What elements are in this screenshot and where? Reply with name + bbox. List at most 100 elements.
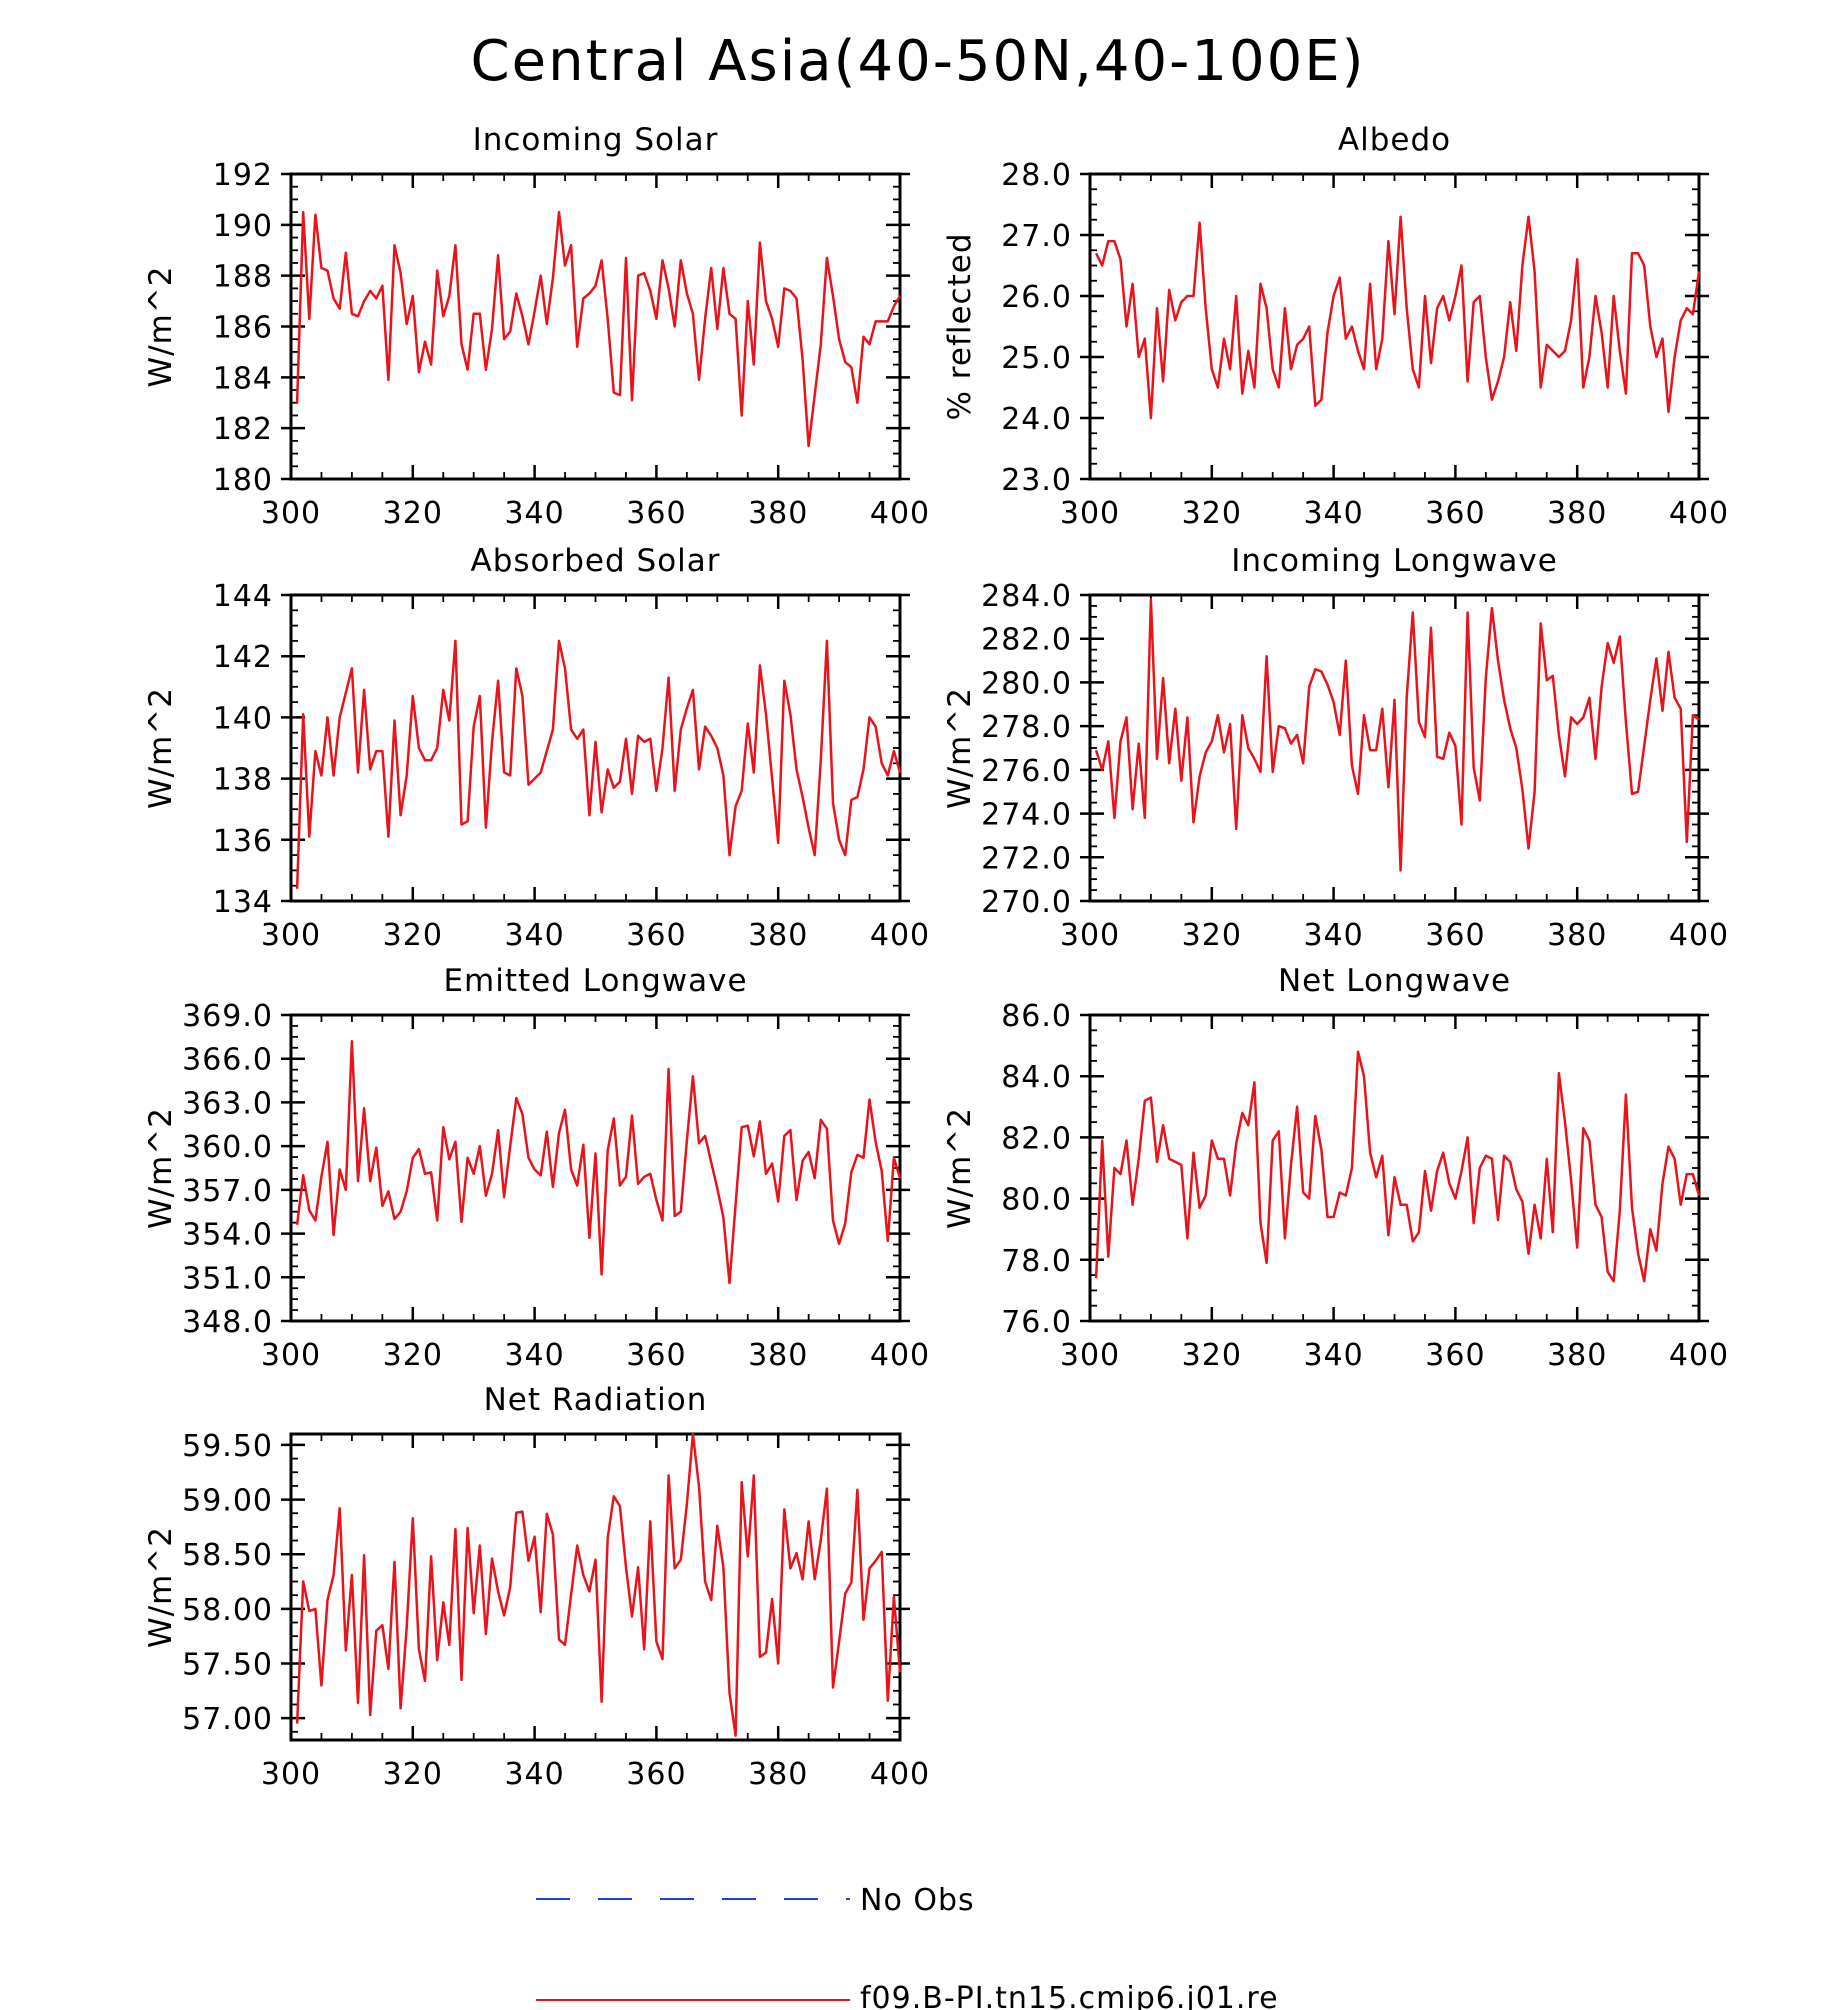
- chart-panel: Net Radiation W/m^2 300 320 340 360 380 400 57.0…: [143, 1382, 929, 1792]
- y-tick-label: 59.00: [182, 1484, 273, 1519]
- x-tick-label: 380: [748, 1757, 808, 1792]
- x-tick-label: 340: [504, 496, 564, 531]
- series-line: [1094, 1050, 1701, 1283]
- y-tick-label: 188: [213, 260, 273, 295]
- x-tick-label: 360: [1425, 918, 1485, 953]
- y-tick-label: 360.0: [182, 1130, 273, 1165]
- chart-panel: Emitted Longwave W/m^2 300 320 340 360 380 400 3…: [143, 963, 930, 1373]
- x-tick-label: 340: [1303, 496, 1363, 531]
- chart-panel: Albedo % reflected 300 320 340 360 380 400 23.0 2…: [942, 122, 1729, 531]
- y-tick-label: 23.0: [1001, 463, 1072, 498]
- x-tick-label: 380: [748, 918, 808, 953]
- y-tick-label: 140: [213, 701, 273, 736]
- x-tick-label: 300: [261, 1757, 321, 1792]
- series-line: [1094, 215, 1701, 420]
- legend-label-no-obs: No Obs: [860, 1883, 975, 1918]
- x-tick-label: 380: [748, 1338, 808, 1373]
- chart-panel: Incoming Solar W/m^2 300 320 340 360 380 400 180…: [143, 122, 930, 531]
- chart-title: Incoming Solar: [473, 122, 719, 158]
- x-tick-label: 300: [1060, 918, 1120, 953]
- y-tick-label: 82.0: [1001, 1121, 1072, 1156]
- series-line: [295, 639, 902, 889]
- y-tick-label: 274.0: [981, 798, 1072, 833]
- y-tick-label: 366.0: [182, 1043, 273, 1078]
- y-tick-label: 190: [213, 209, 273, 244]
- y-axis-label: W/m^2: [143, 1107, 179, 1229]
- chart-title: Emitted Longwave: [443, 963, 747, 999]
- y-tick-label: 192: [213, 158, 273, 193]
- y-tick-label: 134: [213, 885, 273, 920]
- y-tick-label: 354.0: [182, 1218, 273, 1253]
- chart-title: Albedo: [1338, 122, 1451, 158]
- y-tick-label: 186: [213, 311, 273, 346]
- y-tick-label: 57.00: [182, 1702, 273, 1737]
- y-tick-label: 272.0: [981, 841, 1072, 876]
- y-tick-label: 348.0: [182, 1305, 273, 1340]
- x-tick-label: 320: [383, 1338, 443, 1373]
- x-tick-label: 400: [1669, 918, 1729, 953]
- chart-panel: Net Longwave W/m^2 300 320 340 360 380 400 76.0 7…: [942, 963, 1729, 1373]
- y-tick-label: 25.0: [1001, 341, 1072, 376]
- panels: Incoming Solar W/m^2 300 320 340 360 380 400 180…: [143, 122, 1729, 1792]
- x-tick-label: 400: [870, 1338, 930, 1373]
- y-tick-label: 357.0: [182, 1174, 273, 1209]
- x-tick-label: 400: [1669, 1338, 1729, 1373]
- y-tick-label: 138: [213, 763, 273, 798]
- x-tick-label: 360: [626, 918, 686, 953]
- chart-panel: Incoming Longwave W/m^2 300 320 340 360 380 400…: [942, 543, 1729, 953]
- x-tick-label: 320: [1182, 496, 1242, 531]
- y-tick-label: 284.0: [981, 579, 1072, 614]
- x-tick-label: 340: [504, 1757, 564, 1792]
- chart-title: Absorbed Solar: [470, 543, 720, 579]
- x-tick-label: 400: [870, 496, 930, 531]
- x-tick-label: 300: [1060, 1338, 1120, 1373]
- legend: No Obs f09.B-PI.tn15.cmip6.j01.re: [536, 1883, 1279, 2010]
- chart-title: Net Longwave: [1278, 963, 1511, 999]
- chart-title: Net Radiation: [484, 1382, 708, 1418]
- y-axis-label: W/m^2: [143, 266, 179, 388]
- figure-title: Central Asia(40-50N,40-100E): [471, 29, 1366, 94]
- plot-frame: [1088, 593, 1701, 903]
- series-line: [295, 1432, 902, 1737]
- x-tick-label: 360: [626, 1338, 686, 1373]
- y-tick-label: 28.0: [1001, 158, 1072, 193]
- y-tick-label: 80.0: [1001, 1183, 1072, 1218]
- series-line: [295, 1039, 902, 1285]
- chart-title: Incoming Longwave: [1231, 543, 1558, 579]
- x-tick-label: 380: [1547, 1338, 1607, 1373]
- x-tick-label: 360: [626, 496, 686, 531]
- x-tick-label: 300: [1060, 496, 1120, 531]
- y-tick-label: 26.0: [1001, 280, 1072, 315]
- y-tick-label: 351.0: [182, 1261, 273, 1296]
- x-tick-label: 400: [870, 918, 930, 953]
- x-tick-label: 320: [1182, 918, 1242, 953]
- x-tick-label: 320: [383, 918, 443, 953]
- x-tick-label: 320: [383, 1757, 443, 1792]
- x-tick-label: 340: [1303, 918, 1363, 953]
- y-tick-label: 270.0: [981, 885, 1072, 920]
- y-axis-label: % reflected: [942, 233, 978, 421]
- y-tick-label: 276.0: [981, 754, 1072, 789]
- plot-frame: [1088, 172, 1701, 481]
- x-tick-label: 380: [1547, 918, 1607, 953]
- x-tick-label: 360: [626, 1757, 686, 1792]
- y-tick-label: 280.0: [981, 666, 1072, 701]
- x-tick-label: 400: [1669, 496, 1729, 531]
- series-line: [1094, 598, 1700, 872]
- y-tick-label: 182: [213, 412, 273, 447]
- x-tick-label: 340: [504, 1338, 564, 1373]
- legend-label-series: f09.B-PI.tn15.cmip6.j01.re: [860, 1981, 1279, 2010]
- y-tick-label: 27.0: [1001, 219, 1072, 254]
- y-tick-label: 58.00: [182, 1593, 273, 1628]
- series-line: [295, 210, 902, 448]
- y-tick-label: 24.0: [1001, 402, 1072, 437]
- x-tick-label: 340: [1303, 1338, 1363, 1373]
- y-tick-label: 84.0: [1001, 1060, 1072, 1095]
- x-tick-label: 360: [1425, 496, 1485, 531]
- y-axis-label: W/m^2: [143, 1526, 179, 1648]
- y-tick-label: 369.0: [182, 999, 273, 1034]
- y-tick-label: 57.50: [182, 1648, 273, 1683]
- y-tick-label: 58.50: [182, 1538, 273, 1573]
- x-tick-label: 320: [383, 496, 443, 531]
